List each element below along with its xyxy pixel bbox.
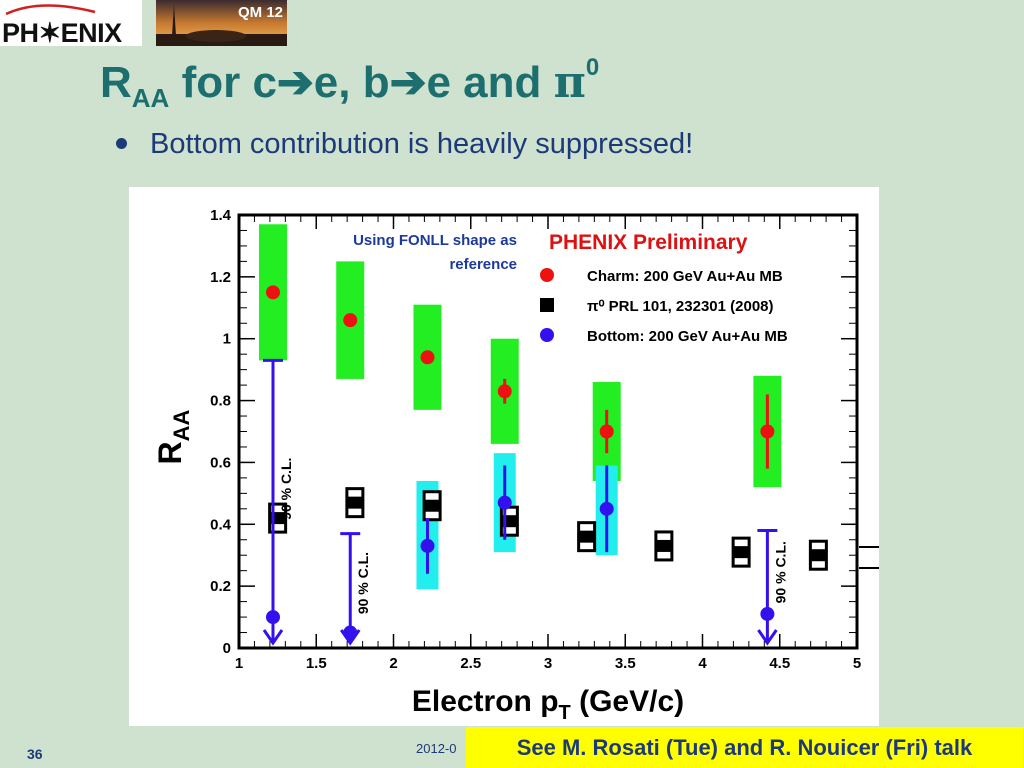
y-tick-label: 1.4 [210,207,232,224]
title-pi: π [553,57,586,108]
pi0-marker [656,539,671,552]
pi0-marker [811,549,826,562]
y-axis-title-main: R [152,441,188,464]
bottom-limit-point [760,606,775,621]
slide-number: 36 [27,746,43,762]
charm-point [599,424,614,439]
raa-chart-svg: 1 1.5 2 2.5 3 3.5 4 4.5 5 0 0.2 0.4 0.6 0.8 1 1.2 1.4 Ele… [152,207,879,724]
arrow-icon: ➔ [389,58,427,107]
y-axis-title: RAA [152,409,194,464]
y-tick-label: 0.8 [210,393,231,410]
charm-point [265,285,280,300]
pi0-marker [347,496,362,509]
x-tick-label: 5 [853,655,861,672]
legend-marker [540,328,554,342]
legend-marker [540,298,554,312]
raa-chart: 1 1.5 2 2.5 3 3.5 4 4.5 5 0 0.2 0.4 0.6 0.8 1 1.2 1.4 Ele… [129,187,879,726]
y-tick-label: 0.6 [210,454,231,471]
bottom-point [497,495,512,510]
legend-label: Charm: 200 GeV Au+Au MB [587,268,783,285]
charm-point [420,350,435,365]
x-tick-label: 4.5 [769,655,790,672]
phenix-logo: PH✶ENIX [0,0,142,48]
x-axis-title: Electron pT (GeV/c) [412,685,684,724]
charm-point [497,384,512,399]
annotation-line2: reference [449,256,517,273]
title-part3: e and [426,58,554,107]
talk-note: See M. Rosati (Tue) and R. Nouicer (Fri)… [466,727,1023,768]
bullet-text: Bottom contribution is heavily suppresse… [150,128,694,160]
title-sub: AA [131,83,170,113]
charm-point [343,313,358,328]
slide-date: 2012-0 [416,741,457,756]
x-tick-label: 3 [544,655,552,672]
cl-label: 90 % C.L. [355,552,371,614]
y-tick-label: 0.2 [210,578,231,595]
y-axis-title-sub: AA [169,409,194,441]
conference-photo: QM 12 [156,0,287,46]
qm12-badge: QM 12 [237,4,283,21]
x-tick-label: 3.5 [615,655,636,672]
bottom-point [420,538,435,553]
charm-point [760,424,775,439]
y-tick-label: 1.2 [210,269,231,286]
bullet-icon [116,138,127,149]
limit-arrow-icon [262,629,284,646]
legend-label: π⁰ PRL 101, 232301 (2008) [587,298,774,315]
legend-marker [540,268,554,282]
title-part1: for c [169,58,277,107]
x-axis-title-sub: T [559,702,571,724]
title-part2: e, b [313,58,390,107]
annotation-line1: Using FONLL shape as [353,232,517,249]
logo-text: PH✶ENIX [2,18,122,48]
pi0-marker [734,546,749,559]
x-axis-title-main: Electron p [412,685,559,718]
slide-title: RAA for c➔e, b➔e and π0 [100,54,599,114]
bottom-limit-point [343,625,358,640]
x-tick-label: 1 [235,655,243,672]
x-tick-label: 2.5 [460,655,481,672]
cl-label: 90 % C.L. [772,541,788,603]
title-sup: 0 [585,54,600,81]
bottom-limit-point [265,610,280,625]
x-tick-label: 2 [389,655,397,672]
sunset-monument-image [156,0,287,46]
legend-label: Bottom: 200 GeV Au+Au MB [587,328,788,345]
y-tick-label: 1 [223,331,231,348]
x-tick-label: 4 [698,655,707,672]
pi0-marker [425,499,440,512]
arrow-icon: ➔ [276,58,314,107]
y-tick-label: 0.4 [210,516,232,533]
limit-arrow-icon [757,629,778,646]
title-r: R [100,58,132,107]
pi0-marker [579,530,594,543]
cl-label: 90 % C.L. [278,458,294,520]
x-axis-title-unit: (GeV/c) [571,685,684,718]
logo-swoosh-icon [5,4,96,16]
x-tick-label: 1.5 [306,655,327,672]
chart-title: PHENIX Preliminary [549,231,748,254]
bottom-point [599,501,614,516]
y-tick-label: 0 [223,640,231,657]
